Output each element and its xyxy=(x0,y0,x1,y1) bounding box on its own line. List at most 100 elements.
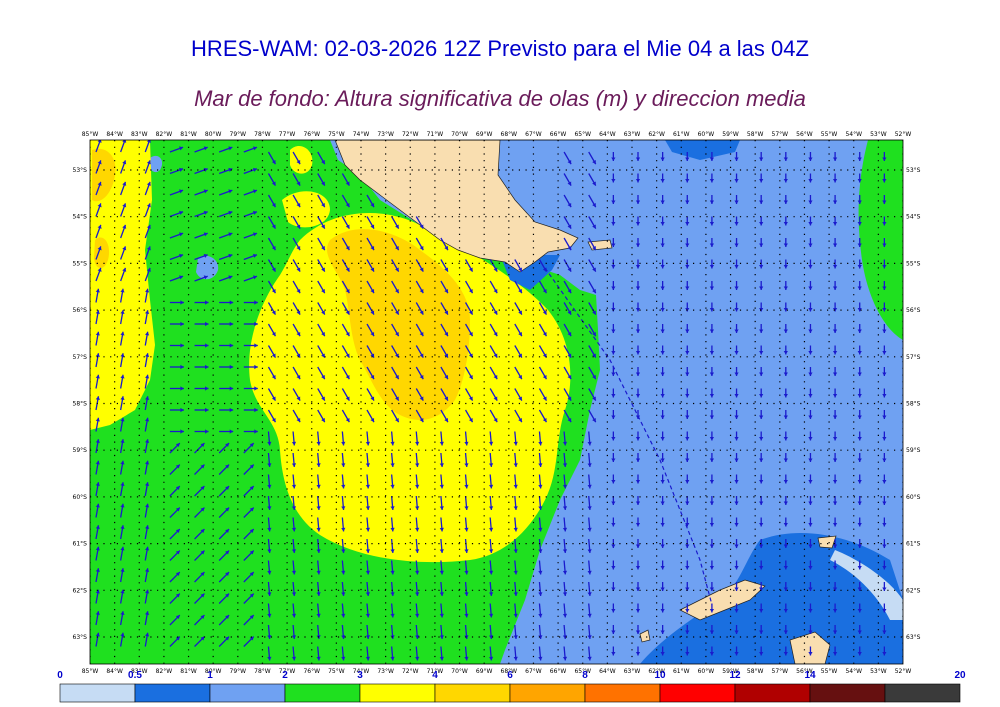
direction-arrow xyxy=(635,173,641,183)
direction-arrow xyxy=(95,460,100,475)
direction-arrow xyxy=(489,302,498,315)
direction-arrow xyxy=(119,525,125,540)
direction-arrow xyxy=(857,195,862,204)
direction-arrow xyxy=(587,495,592,511)
direction-arrow xyxy=(635,582,641,591)
direction-arrow xyxy=(611,152,616,161)
direction-arrow xyxy=(415,624,420,640)
direction-arrow xyxy=(316,581,321,597)
lon-label-bottom: 84°W xyxy=(106,668,123,675)
direction-arrow xyxy=(660,302,665,312)
direction-arrow xyxy=(317,302,326,315)
direction-arrow xyxy=(391,323,400,337)
direction-arrow xyxy=(144,546,150,561)
direction-arrow xyxy=(464,495,469,511)
map-subtitle: Mar de fondo: Altura significativa de ol… xyxy=(194,86,806,111)
direction-arrow xyxy=(144,525,150,540)
direction-arrow xyxy=(588,409,597,423)
direction-arrow xyxy=(169,571,181,583)
direction-arrow xyxy=(563,302,572,315)
direction-arrow xyxy=(316,646,321,661)
direction-arrow xyxy=(489,474,494,489)
lon-label-bottom: 61°W xyxy=(673,668,690,675)
direction-arrow xyxy=(169,364,184,370)
direction-arrow xyxy=(119,611,125,626)
direction-arrow xyxy=(464,302,474,315)
direction-arrow xyxy=(267,431,272,446)
direction-arrow xyxy=(243,232,258,239)
direction-arrow xyxy=(292,323,301,337)
direction-arrow xyxy=(808,560,813,570)
direction-arrow xyxy=(390,603,395,618)
direction-arrow xyxy=(415,388,424,401)
direction-arrow xyxy=(317,280,326,294)
direction-arrow xyxy=(808,302,813,312)
direction-arrow xyxy=(562,495,568,511)
direction-arrow xyxy=(95,224,102,239)
direction-arrow xyxy=(119,482,125,497)
direction-arrow xyxy=(660,152,665,161)
direction-arrow xyxy=(783,238,788,247)
direction-arrow xyxy=(783,517,788,527)
lon-label-top: 58°W xyxy=(747,131,764,138)
direction-arrow xyxy=(882,324,887,333)
direction-arrow xyxy=(882,603,887,613)
direction-arrow xyxy=(709,152,715,161)
direction-arrow xyxy=(832,625,838,634)
direction-arrow xyxy=(759,324,764,333)
direction-arrow xyxy=(783,474,788,484)
lon-label-bottom: 83°W xyxy=(131,668,148,675)
lon-label-top: 67°W xyxy=(525,131,542,138)
direction-arrow xyxy=(538,538,543,554)
direction-arrow xyxy=(243,485,255,497)
direction-arrow xyxy=(440,323,449,337)
direction-arrow xyxy=(341,388,350,401)
direction-arrow xyxy=(513,495,518,511)
direction-arrow xyxy=(857,216,862,226)
direction-arrow xyxy=(218,232,233,239)
direction-arrow xyxy=(194,550,205,561)
direction-arrow xyxy=(783,453,788,462)
direction-arrow xyxy=(685,646,690,656)
direction-arrow xyxy=(489,259,498,272)
direction-arrow xyxy=(365,624,371,640)
direction-arrow xyxy=(832,302,838,312)
direction-arrow xyxy=(390,538,395,554)
direction-arrow xyxy=(119,632,125,647)
direction-arrow xyxy=(562,517,568,532)
direction-arrow xyxy=(882,195,887,204)
direction-arrow xyxy=(562,646,568,661)
direction-arrow xyxy=(685,474,690,484)
direction-arrow xyxy=(588,323,597,337)
direction-arrow xyxy=(267,216,277,229)
direction-arrow xyxy=(635,560,641,570)
direction-arrow xyxy=(808,281,813,290)
direction-arrow xyxy=(489,388,498,401)
direction-arrow xyxy=(391,280,400,294)
direction-arrow xyxy=(734,195,739,204)
direction-arrow xyxy=(660,216,665,226)
direction-arrow xyxy=(194,343,209,348)
direction-arrow xyxy=(857,431,862,441)
direction-arrow xyxy=(464,560,469,575)
direction-arrow xyxy=(415,581,420,597)
direction-arrow xyxy=(759,453,764,462)
direction-arrow xyxy=(119,353,125,368)
lat-label-left: 54°S xyxy=(73,214,88,221)
direction-arrow xyxy=(783,302,788,312)
direction-arrow xyxy=(391,388,400,401)
direction-arrow xyxy=(832,582,838,591)
direction-arrow xyxy=(267,388,277,401)
direction-arrow xyxy=(513,474,518,489)
colorbar-label: 3 xyxy=(357,670,363,681)
direction-arrow xyxy=(832,238,838,247)
direction-arrow xyxy=(882,474,887,484)
direction-arrow xyxy=(291,603,297,618)
direction-arrow xyxy=(857,646,862,656)
direction-arrow xyxy=(390,431,395,446)
direction-arrow xyxy=(709,367,715,376)
direction-arrow xyxy=(267,517,272,532)
lon-label-top: 64°W xyxy=(599,131,616,138)
direction-arrow xyxy=(267,259,277,272)
direction-arrow xyxy=(95,632,100,647)
